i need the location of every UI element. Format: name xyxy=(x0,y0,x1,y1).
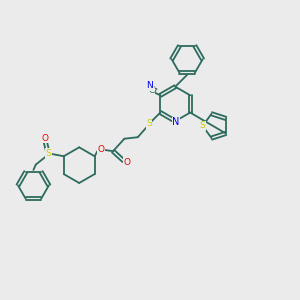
Text: O: O xyxy=(41,134,48,143)
Text: S: S xyxy=(146,119,152,128)
Text: N: N xyxy=(172,117,179,128)
Text: N: N xyxy=(146,81,153,90)
Text: C: C xyxy=(148,86,154,95)
Text: O: O xyxy=(97,145,104,154)
Text: S: S xyxy=(45,149,51,158)
Text: S: S xyxy=(200,122,206,130)
Text: O: O xyxy=(124,158,130,167)
